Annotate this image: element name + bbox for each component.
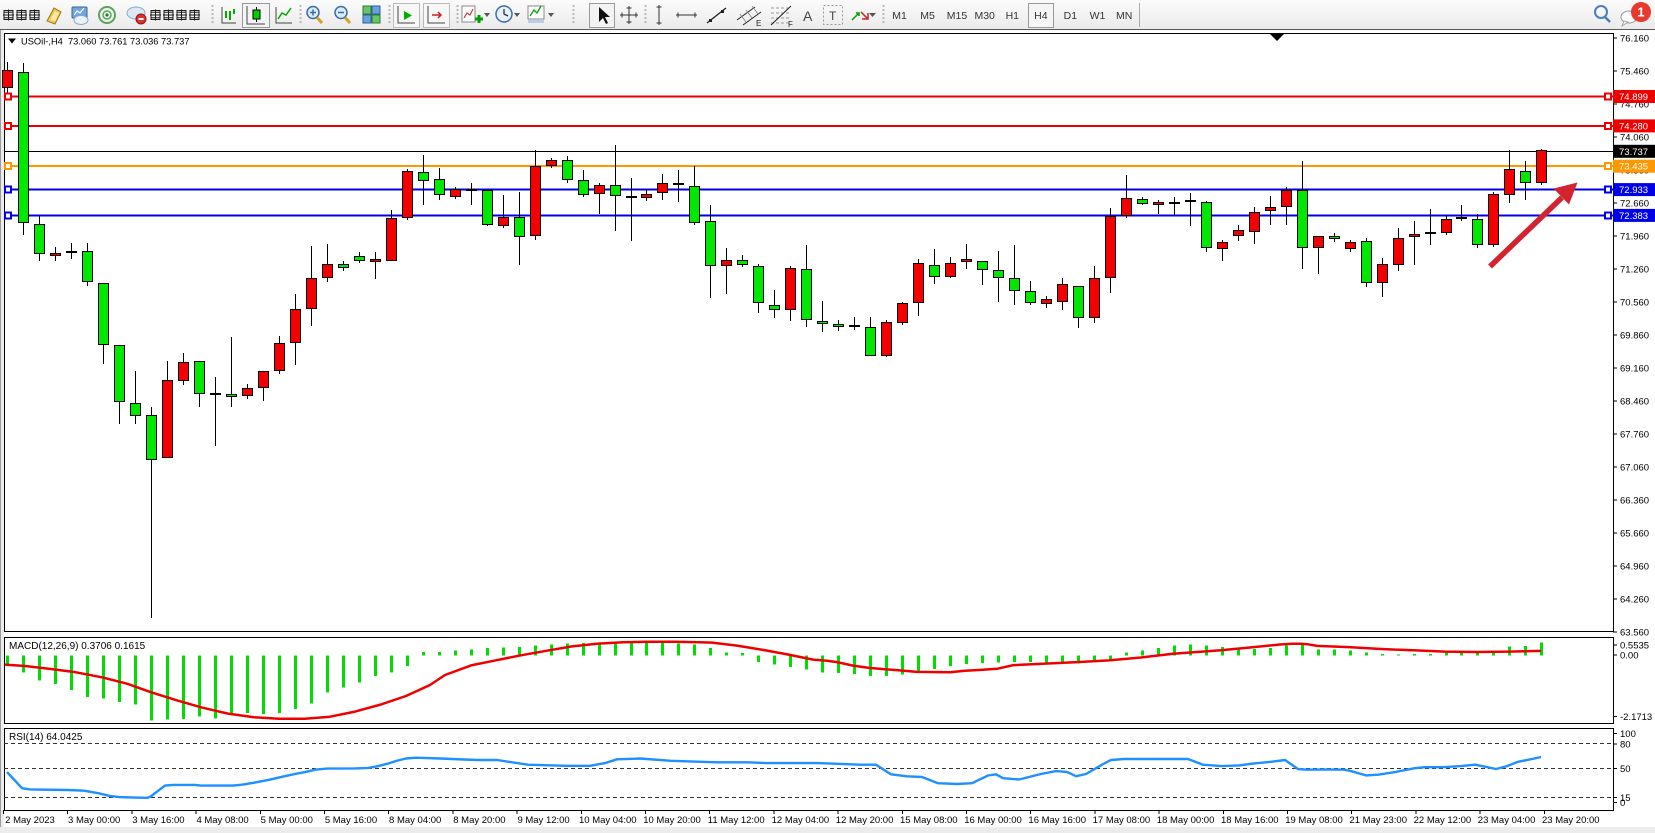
svg-text:68.460: 68.460 (1620, 397, 1649, 408)
svg-text:100: 100 (1620, 729, 1636, 740)
svg-text:9 May 12:00: 9 May 12:00 (517, 815, 569, 826)
svg-text:73.737: 73.737 (1619, 147, 1648, 158)
svg-text:T: T (829, 9, 837, 23)
svg-text:MACD(12,26,9) 0.3706 0.1615: MACD(12,26,9) 0.3706 0.1615 (9, 641, 146, 652)
svg-text:0.5535: 0.5535 (1620, 641, 1649, 652)
svg-text:15: 15 (1620, 793, 1631, 804)
svg-text:18 May 16:00: 18 May 16:00 (1221, 815, 1279, 826)
svg-text:80: 80 (1620, 740, 1631, 751)
svg-text:71.960: 71.960 (1620, 232, 1649, 243)
svg-text:4 May 08:00: 4 May 08:00 (196, 815, 248, 826)
svg-text:75.460: 75.460 (1620, 67, 1649, 78)
svg-text:63.560: 63.560 (1620, 628, 1649, 639)
svg-text:RSI(14) 64.0425: RSI(14) 64.0425 (9, 732, 83, 743)
svg-text:M1: M1 (892, 10, 907, 22)
svg-text:8 May 20:00: 8 May 20:00 (453, 815, 505, 826)
svg-text:M15: M15 (947, 10, 968, 22)
svg-text:71.260: 71.260 (1620, 265, 1649, 276)
svg-text:0: 0 (1620, 798, 1625, 809)
svg-text:65.660: 65.660 (1620, 529, 1649, 540)
svg-text:A: A (803, 8, 813, 24)
svg-text:74.760: 74.760 (1620, 100, 1649, 111)
svg-text:72.660: 72.660 (1620, 199, 1649, 210)
svg-text:12 May 20:00: 12 May 20:00 (836, 815, 894, 826)
svg-text:-2.1713: -2.1713 (1620, 712, 1652, 723)
svg-text:16 May 16:00: 16 May 16:00 (1028, 815, 1086, 826)
svg-text:50: 50 (1620, 764, 1631, 775)
svg-text:67.060: 67.060 (1620, 463, 1649, 474)
svg-text:M5: M5 (920, 10, 935, 22)
svg-text:70.560: 70.560 (1620, 298, 1649, 309)
svg-text:W1: W1 (1090, 10, 1106, 22)
svg-text:E: E (756, 19, 761, 28)
svg-text:21 May 23:00: 21 May 23:00 (1349, 815, 1407, 826)
svg-text:69.160: 69.160 (1620, 364, 1649, 375)
svg-text:17 May 08:00: 17 May 08:00 (1093, 815, 1151, 826)
svg-text:M30: M30 (974, 10, 995, 22)
svg-text:5 May 00:00: 5 May 00:00 (261, 815, 313, 826)
svg-text:2 May 2023: 2 May 2023 (5, 815, 55, 826)
svg-text:67.760: 67.760 (1620, 430, 1649, 441)
svg-text:D1: D1 (1064, 10, 1078, 22)
svg-text:74.899: 74.899 (1619, 92, 1648, 103)
svg-text:22 May 12:00: 22 May 12:00 (1414, 815, 1472, 826)
svg-text:23 May 20:00: 23 May 20:00 (1542, 815, 1600, 826)
svg-text:76.160: 76.160 (1620, 34, 1649, 45)
svg-text:11 May 12:00: 11 May 12:00 (708, 815, 765, 826)
svg-text:8 May 04:00: 8 May 04:00 (389, 815, 441, 826)
svg-text:10 May 04:00: 10 May 04:00 (579, 815, 637, 826)
svg-text:64.960: 64.960 (1620, 562, 1649, 573)
svg-text:15 May 08:00: 15 May 08:00 (900, 815, 958, 826)
svg-text:10 May 20:00: 10 May 20:00 (643, 815, 701, 826)
svg-text:18 May 00:00: 18 May 00:00 (1157, 815, 1215, 826)
svg-text:19 May 08:00: 19 May 08:00 (1285, 815, 1343, 826)
svg-text:H1: H1 (1006, 10, 1020, 22)
svg-text:H4: H4 (1034, 10, 1048, 22)
svg-text:USOil-,H4 73.060 73.761 73.03: USOil-,H4 73.060 73.761 73.036 73.737 (21, 37, 190, 47)
svg-text:3 May 00:00: 3 May 00:00 (68, 815, 120, 826)
svg-text:66.360: 66.360 (1620, 496, 1649, 507)
svg-text:F: F (788, 20, 793, 29)
svg-text:74.060: 74.060 (1620, 133, 1649, 144)
svg-text:3 May 16:00: 3 May 16:00 (132, 815, 184, 826)
svg-text:74.280: 74.280 (1619, 121, 1648, 132)
svg-text:72.383: 72.383 (1619, 211, 1648, 222)
svg-text:73.435: 73.435 (1619, 162, 1648, 173)
svg-text:1: 1 (1637, 5, 1644, 20)
svg-text:0.00: 0.00 (1620, 651, 1639, 662)
svg-text:69.860: 69.860 (1620, 331, 1649, 342)
svg-text:23 May 04:00: 23 May 04:00 (1478, 815, 1536, 826)
svg-text:16 May 00:00: 16 May 00:00 (964, 815, 1022, 826)
svg-text:5 May 16:00: 5 May 16:00 (325, 815, 377, 826)
svg-text:72.933: 72.933 (1619, 185, 1648, 196)
svg-text:12 May 04:00: 12 May 04:00 (772, 815, 830, 826)
svg-text:64.260: 64.260 (1620, 595, 1649, 606)
svg-text:MN: MN (1116, 10, 1132, 22)
